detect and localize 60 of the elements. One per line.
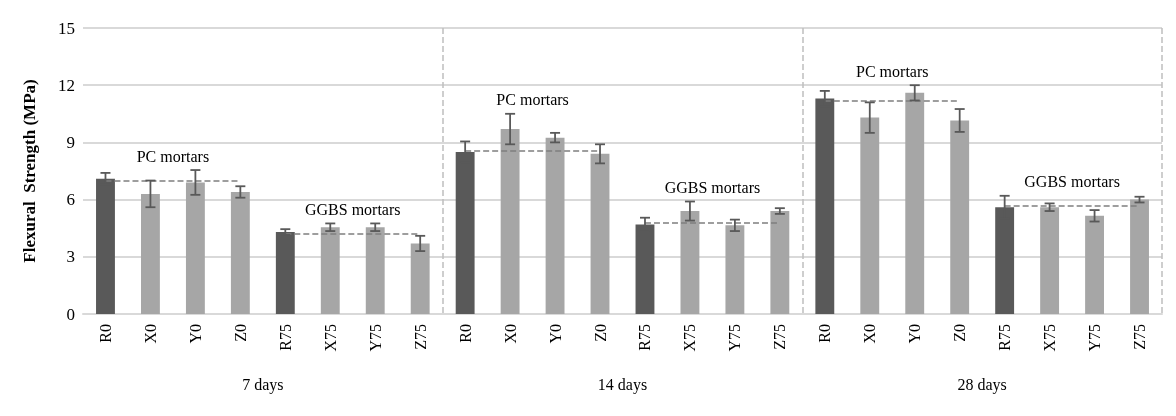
ref-line-label: PC mortars [496, 91, 569, 109]
text: 7 days [242, 375, 284, 394]
bar [230, 191, 250, 314]
x-tick-label: X75 [321, 324, 339, 352]
bar [500, 129, 520, 314]
bar [141, 193, 160, 314]
x-tick-label: Y0 [546, 324, 564, 344]
y-tick-label: 9 [66, 132, 75, 152]
x-tick-label: Z75 [771, 324, 789, 350]
text: 14 days [597, 375, 648, 394]
x-tick-label: X0 [861, 324, 879, 344]
ref-line-label: GGBS mortars [664, 179, 761, 197]
text: 28 days [957, 375, 1007, 394]
x-tick-label: Z0 [591, 324, 609, 342]
x-tick-label: X75 [1041, 324, 1059, 352]
y-tick-label: 3 [66, 247, 75, 267]
x-tick-label: Y75 [726, 324, 744, 352]
x-tick-label: Z75 [411, 324, 429, 350]
x-tick-label: R0 [816, 324, 834, 343]
bar [680, 211, 700, 314]
bar [725, 225, 745, 314]
bar [590, 153, 610, 314]
y-tick-label: 6 [66, 190, 75, 210]
x-tick-label: Z75 [1131, 324, 1149, 350]
ref-line-label: PC mortars [856, 62, 929, 80]
bar [770, 211, 790, 314]
x-tick-label: R75 [996, 324, 1014, 351]
bar [545, 137, 565, 314]
ref-line-label: GGBS mortars [304, 200, 401, 218]
x-tick-label: X0 [141, 324, 159, 344]
x-tick-label: Z0 [951, 324, 969, 342]
bar [275, 232, 295, 314]
bar [860, 117, 880, 314]
x-tick-label: Y75 [1086, 324, 1104, 352]
x-tick-label: R75 [276, 324, 294, 351]
ref-line-label: PC mortars [136, 147, 210, 165]
bar [365, 227, 385, 314]
y-axis-title: Flexural Strength (MPa) [20, 79, 39, 263]
y-tick-label: 0 [66, 304, 75, 324]
x-tick-label: R0 [96, 324, 114, 343]
bar [185, 182, 205, 314]
bar [905, 92, 925, 314]
x-tick-label: X0 [501, 324, 519, 344]
bar [1040, 207, 1060, 314]
x-tick-label: X75 [681, 324, 699, 352]
x-tick-label: Z0 [231, 324, 249, 342]
x-tick-label: R0 [456, 324, 474, 343]
y-tick-label: 12 [58, 75, 75, 95]
y-tick-label: 15 [58, 18, 75, 38]
x-tick-label: Y0 [906, 324, 924, 344]
x-tick-label: R75 [636, 324, 654, 351]
bar [320, 227, 340, 314]
bar [410, 243, 430, 314]
bar [950, 120, 970, 314]
x-tick-label: Y75 [366, 324, 384, 352]
ref-line-label: GGBS mortars [1024, 173, 1120, 191]
x-tick-label: Y0 [186, 324, 204, 344]
bar [1085, 215, 1104, 314]
bar [1130, 199, 1149, 314]
bar [96, 178, 115, 314]
